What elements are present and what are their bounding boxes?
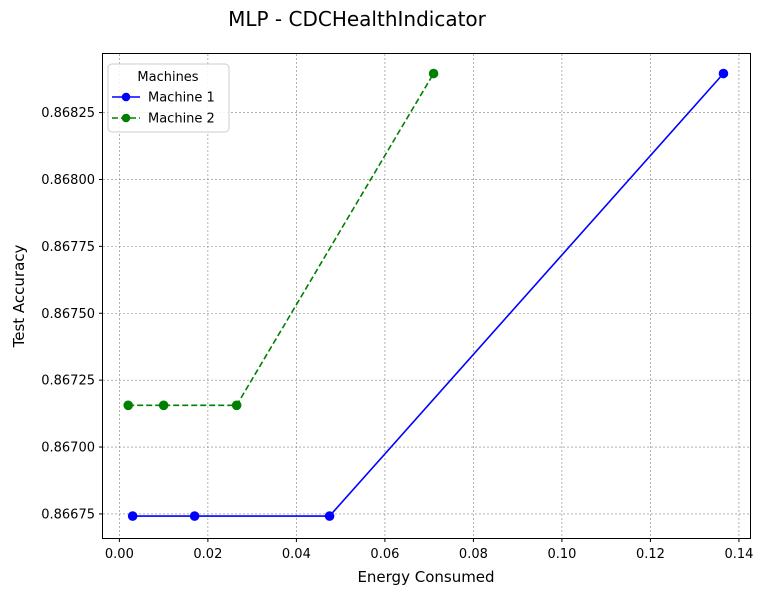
- series-line: [132, 72, 725, 517]
- ticks: 0.00 0.02 0.04 0.06 0.08 0.10 0.12 0.14 0.86675 0…: [41, 106, 753, 562]
- y-tick-label: 0.86725: [41, 374, 95, 389]
- y-tick-label: 0.86825: [41, 106, 95, 121]
- series-line: [128, 73, 435, 407]
- y-tick-label: 0.86775: [41, 240, 95, 255]
- legend-marker: [121, 113, 131, 123]
- y-tick-label: 0.86800: [41, 173, 95, 188]
- data-point: [718, 68, 729, 79]
- y-tick-label: 0.86700: [41, 441, 95, 456]
- legend-entries: Machine 1 Machine 2: [112, 91, 215, 127]
- x-tick-label: 0.04: [282, 547, 311, 562]
- data-point: [123, 400, 134, 411]
- x-axis-label: Energy Consumed: [357, 568, 494, 586]
- y-axis-label: Test Accuracy: [10, 244, 28, 348]
- y-tick-label: 0.86675: [41, 507, 95, 522]
- series-1: [127, 68, 729, 521]
- y-tick-label: 0.86750: [41, 307, 95, 322]
- x-tick-label: 0.00: [105, 547, 134, 562]
- legend: Machines Machine 1 Machine 2: [107, 63, 230, 133]
- series: [123, 68, 729, 521]
- x-tick-label: 0.02: [193, 547, 222, 562]
- x-tick-label: 0.12: [636, 547, 665, 562]
- legend-entry: Machine 1: [112, 91, 215, 106]
- legend-marker: [121, 92, 131, 102]
- legend-entry: Machine 2: [112, 112, 215, 127]
- data-point: [324, 511, 335, 521]
- legend-label: Machine 2: [148, 112, 215, 127]
- x-tick-label: 0.14: [724, 547, 753, 562]
- x-tick-label: 0.10: [547, 547, 576, 562]
- legend-title: Machines: [137, 70, 198, 85]
- legend-box: [107, 63, 230, 133]
- x-tick-label: 0.06: [370, 547, 399, 562]
- data-point: [428, 68, 439, 79]
- data-point: [127, 511, 138, 521]
- chart-title: MLP - CDCHealthIndicator: [228, 7, 487, 31]
- data-point: [189, 511, 200, 521]
- grid: [103, 54, 750, 538]
- x-tick-label: 0.08: [459, 547, 488, 562]
- data-point: [231, 400, 242, 411]
- data-point: [158, 400, 169, 411]
- plot-frame: [102, 53, 751, 539]
- series-2: [123, 68, 439, 411]
- legend-label: Machine 1: [148, 91, 215, 106]
